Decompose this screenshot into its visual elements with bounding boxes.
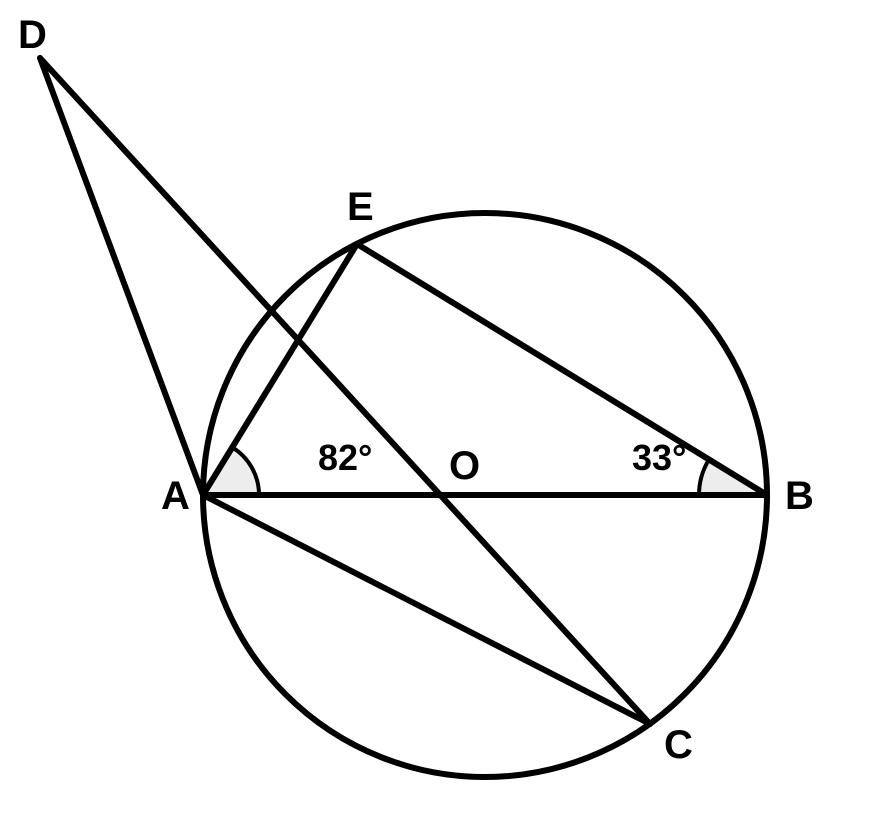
angle-abe-label: 33°	[632, 437, 686, 478]
segment-da	[40, 58, 203, 495]
angle-bae-label: 82°	[318, 437, 372, 478]
segment-be	[357, 244, 767, 495]
segment-dc	[40, 58, 650, 724]
point-label-d: D	[18, 13, 47, 57]
point-label-o: O	[449, 444, 480, 488]
point-label-c: C	[664, 723, 693, 767]
point-label-a: A	[161, 474, 190, 518]
segment-ac	[203, 495, 650, 724]
point-label-e: E	[347, 185, 374, 229]
point-label-b: B	[785, 474, 814, 518]
